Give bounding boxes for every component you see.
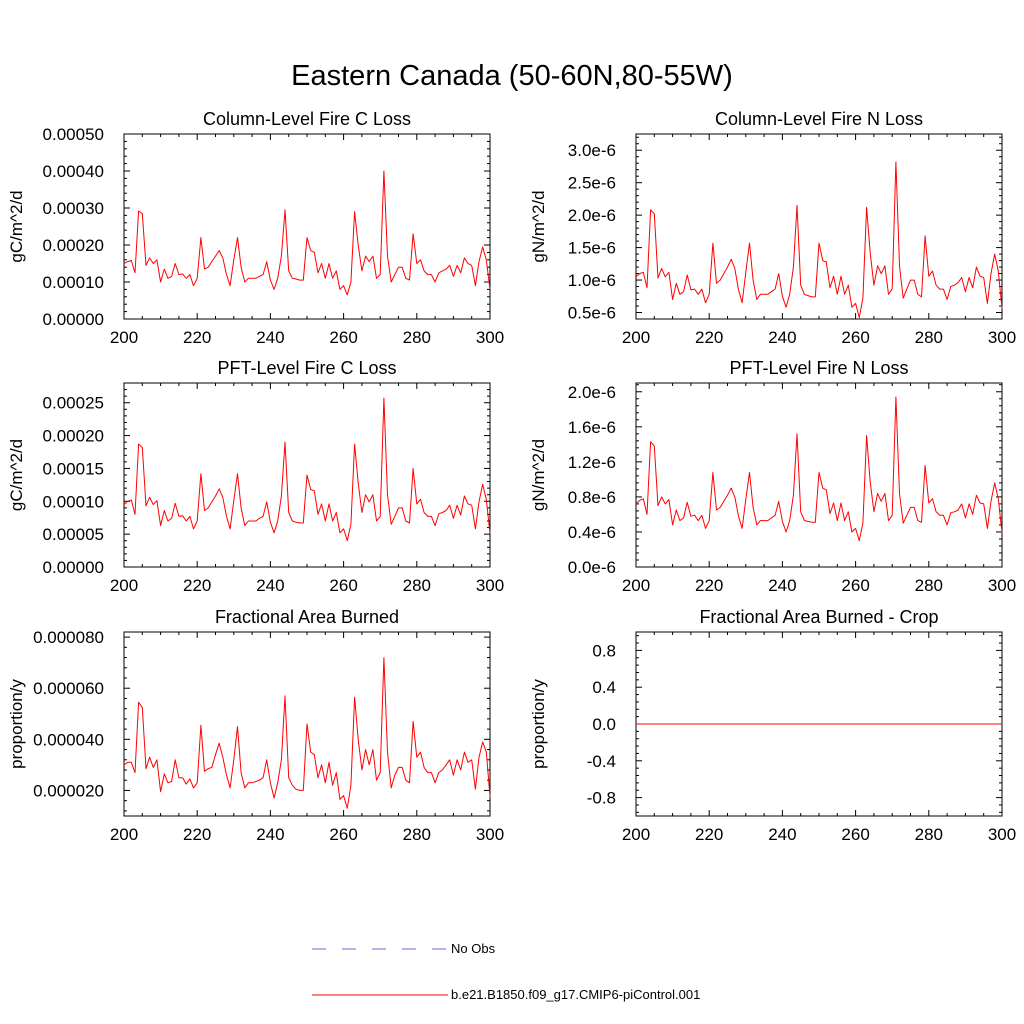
x-tick-label: 300 <box>476 576 504 595</box>
x-tick-label: 240 <box>256 825 284 844</box>
series-line <box>635 396 1003 542</box>
x-tick-label: 240 <box>768 825 796 844</box>
y-tick-label: 0.0e-6 <box>568 558 616 577</box>
y-tick-label: 0.4 <box>592 678 616 697</box>
plot-frame <box>123 133 491 320</box>
legend <box>312 948 448 996</box>
x-tick-label: 220 <box>183 328 211 347</box>
y-tick-label: 0.00025 <box>43 394 104 413</box>
panel-pft-fire-n-loss: 200 220 240 260 280 300 0.0e-6 0.4e-6 0.8e-6 1.2e… <box>529 358 1016 595</box>
panel-fractional-area-burned-crop: 200 220 240 260 280 300 -0.8 -0.4 0.0 0.4 0.8 Fract… <box>529 607 1016 844</box>
x-tick-label: 220 <box>695 576 723 595</box>
x-tick-label: 300 <box>476 825 504 844</box>
x-tick-label: 240 <box>256 328 284 347</box>
y-tick-label: 0.8 <box>592 641 616 660</box>
panel-fractional-area-burned: 200 220 240 260 280 300 0.000020 0.000040 0.0000… <box>7 607 504 844</box>
panel-title: PFT-Level Fire C Loss <box>217 358 396 378</box>
series-line <box>635 161 1003 319</box>
y-tick-label: 3.0e-6 <box>568 141 616 160</box>
plot-frame <box>635 133 1003 320</box>
x-tick-label: 260 <box>841 328 869 347</box>
x-tick-label: 260 <box>841 825 869 844</box>
y-tick-label: 0.000080 <box>33 628 104 647</box>
panel-title: Fractional Area Burned - Crop <box>699 607 938 627</box>
x-tick-label: 220 <box>183 825 211 844</box>
y-tick-label: 1.2e-6 <box>568 453 616 472</box>
x-tick-label: 280 <box>403 825 431 844</box>
y-tick-label: 0.00010 <box>43 492 104 511</box>
y-tick-label: 2.0e-6 <box>568 206 616 225</box>
y-axis-label: gN/m^2/d <box>529 439 548 511</box>
x-tick-label: 200 <box>110 328 138 347</box>
y-tick-label: 0.00015 <box>43 459 104 478</box>
x-tick-label: 220 <box>183 576 211 595</box>
x-tick-label: 240 <box>768 576 796 595</box>
x-tick-label: 220 <box>695 825 723 844</box>
x-tick-label: 220 <box>695 328 723 347</box>
x-tick-label: 260 <box>329 825 357 844</box>
figure-title: Eastern Canada (50-60N,80-55W) <box>291 60 733 92</box>
y-tick-label: 0.8e-6 <box>568 488 616 507</box>
y-tick-label: 0.00020 <box>43 427 104 446</box>
y-tick-label: 0.00030 <box>43 199 104 218</box>
x-tick-label: 280 <box>915 825 943 844</box>
y-tick-label: 0.000060 <box>33 679 104 698</box>
series-line <box>123 397 491 542</box>
y-tick-label: 1.5e-6 <box>568 239 616 258</box>
x-tick-label: 260 <box>841 576 869 595</box>
x-tick-label: 280 <box>915 328 943 347</box>
y-tick-label: 0.00005 <box>43 525 104 544</box>
panel-title: Column-Level Fire N Loss <box>715 109 923 129</box>
x-tick-label: 200 <box>110 576 138 595</box>
x-tick-label: 300 <box>476 328 504 347</box>
x-tick-label: 280 <box>403 576 431 595</box>
y-tick-label: 0.5e-6 <box>568 304 616 323</box>
y-axis-label: proportion/y <box>7 679 26 769</box>
x-tick-label: 200 <box>622 576 650 595</box>
y-tick-label: 0.000020 <box>33 781 104 800</box>
series-line <box>123 657 491 809</box>
x-tick-label: 300 <box>988 328 1016 347</box>
y-tick-label: 1.0e-6 <box>568 271 616 290</box>
x-tick-label: 240 <box>768 328 796 347</box>
x-tick-label: 260 <box>329 328 357 347</box>
y-tick-label: 0.0 <box>592 715 616 734</box>
panel-title: Fractional Area Burned <box>215 607 399 627</box>
y-axis-label: proportion/y <box>529 679 548 769</box>
y-tick-label: 0.000040 <box>33 730 104 749</box>
panel-title: PFT-Level Fire N Loss <box>729 358 908 378</box>
series-line <box>123 170 491 296</box>
x-tick-label: 300 <box>988 576 1016 595</box>
x-tick-label: 200 <box>622 825 650 844</box>
y-tick-label: 0.00020 <box>43 236 104 255</box>
y-tick-label: 0.4e-6 <box>568 523 616 542</box>
x-tick-label: 260 <box>329 576 357 595</box>
panel-column-fire-c-loss: 200 220 240 260 280 300 0.00000 0.00010 0.00020 0… <box>7 109 504 347</box>
y-tick-label: 0.00040 <box>43 162 104 181</box>
y-tick-label: 0.00000 <box>43 310 104 329</box>
y-tick-label: -0.4 <box>587 752 616 771</box>
y-tick-label: 2.5e-6 <box>568 174 616 193</box>
y-tick-label: -0.8 <box>587 789 616 808</box>
y-axis-label: gC/m^2/d <box>7 439 26 511</box>
y-tick-label: 2.0e-6 <box>568 383 616 402</box>
panel-title: Column-Level Fire C Loss <box>203 109 411 129</box>
x-tick-label: 200 <box>110 825 138 844</box>
y-tick-label: 0.00000 <box>43 558 104 577</box>
y-axis-label: gN/m^2/d <box>529 190 548 262</box>
y-tick-label: 0.00010 <box>43 273 104 292</box>
y-tick-label: 0.00050 <box>43 125 104 144</box>
x-tick-label: 280 <box>915 576 943 595</box>
x-tick-label: 240 <box>256 576 284 595</box>
y-tick-label: 1.6e-6 <box>568 418 616 437</box>
panel-column-fire-n-loss: 200 220 240 260 280 300 0.5e-6 1.0e-6 1.5e-6 2.0e… <box>529 109 1016 347</box>
panel-pft-fire-c-loss: 200 220 240 260 280 300 0.00000 0.00005 0.00010 0… <box>7 358 504 595</box>
y-axis-label: gC/m^2/d <box>7 190 26 262</box>
x-tick-label: 280 <box>403 328 431 347</box>
x-tick-label: 300 <box>988 825 1016 844</box>
x-tick-label: 200 <box>622 328 650 347</box>
